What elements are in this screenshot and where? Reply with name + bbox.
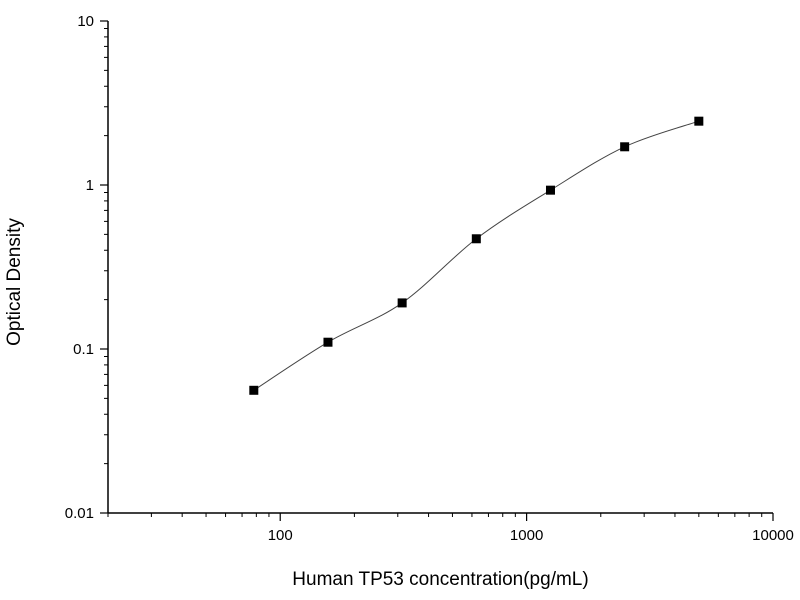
data-point (620, 142, 630, 152)
y-tick-label: 1 (86, 177, 94, 194)
x-axis-ticks: 100 1000 10000 (107, 513, 794, 544)
y-tick-label: 0.1 (73, 341, 94, 358)
y-tick-label: 10 (77, 13, 94, 30)
y-tick-label: 0.01 (65, 505, 94, 522)
data-point (323, 337, 333, 347)
x-tick-label: 1000 (510, 527, 543, 544)
data-point (249, 385, 259, 395)
x-tick-label: 10000 (752, 527, 794, 544)
y-axis-ticks: 10 1 0.1 0.01 (65, 13, 108, 522)
y-axis-title: Optical Density (4, 218, 25, 346)
axes (107, 21, 773, 514)
data-point (545, 185, 555, 195)
data-point (471, 234, 481, 244)
data-point (397, 298, 407, 308)
x-axis-title: Human TP53 concentration(pg/mL) (292, 569, 588, 590)
fit-curve (253, 120, 699, 391)
x-tick-label: 100 (268, 527, 293, 544)
data-points (249, 116, 704, 395)
data-point (694, 116, 704, 126)
